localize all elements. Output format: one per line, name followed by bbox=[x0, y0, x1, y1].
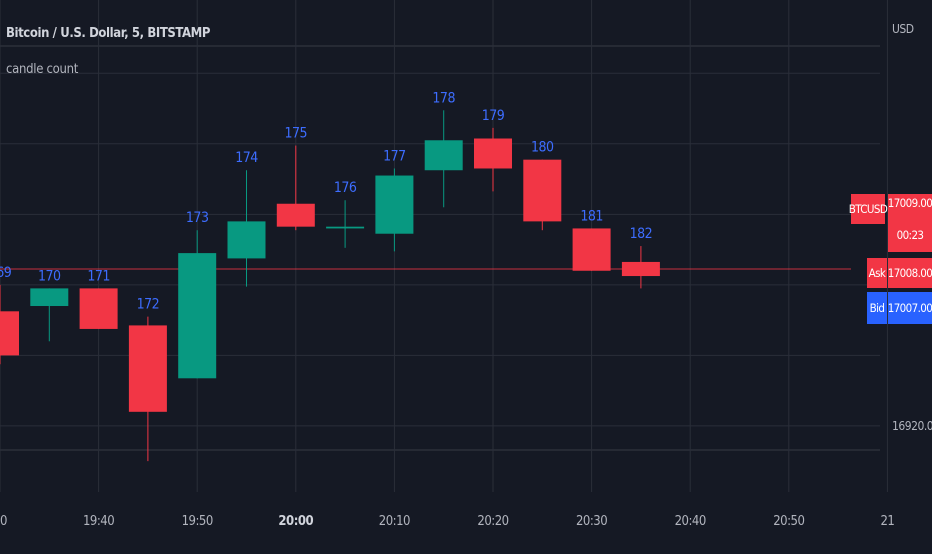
candles bbox=[0, 110, 660, 462]
candle-body bbox=[0, 311, 19, 356]
candle-count-label: 182 bbox=[630, 226, 653, 242]
time-axis-label: 20:10 bbox=[379, 514, 410, 529]
countdown-tag: 00:23 bbox=[888, 212, 932, 252]
candle-count-label: 177 bbox=[383, 148, 406, 164]
symbol-tag: BTCUSD bbox=[849, 194, 888, 224]
candle-count-label: 172 bbox=[137, 297, 160, 313]
ask-price-tag: 17008.00 bbox=[888, 258, 932, 288]
time-axis-label: 30 bbox=[0, 514, 7, 529]
bid-label-tag: Bid bbox=[867, 292, 887, 324]
time-axis-label: 20:40 bbox=[675, 514, 706, 529]
candle-body bbox=[79, 288, 118, 329]
candle-body bbox=[375, 175, 414, 234]
candle-body bbox=[128, 325, 167, 412]
candle-count-label: 174 bbox=[235, 150, 258, 166]
price-axis-currency[interactable]: USD bbox=[892, 22, 914, 36]
candle-count-labels: 169 170 171 172 173 174 175 176 177 178 179 180 181 1… bbox=[0, 90, 653, 313]
time-axis-label: 21 bbox=[880, 514, 894, 529]
candle-count-label: 178 bbox=[432, 90, 455, 106]
candle-count-label: 181 bbox=[580, 208, 603, 224]
candle-body bbox=[621, 261, 660, 277]
time-axis-label: 20:20 bbox=[477, 514, 508, 529]
candle-body bbox=[30, 288, 69, 307]
time-axis-label: 20:50 bbox=[773, 514, 804, 529]
time-axis-label: 19:50 bbox=[182, 514, 213, 529]
candle-count-label: 170 bbox=[38, 268, 61, 284]
indicator-label[interactable]: candle count bbox=[6, 62, 78, 77]
candle-body bbox=[424, 140, 463, 171]
candle-count-label: 175 bbox=[285, 126, 308, 142]
candle-count-label: 173 bbox=[186, 210, 209, 226]
legend-title[interactable]: Bitcoin / U.S. Dollar, 5, BITSTAMP bbox=[6, 26, 211, 41]
candle-count-label: 171 bbox=[87, 268, 110, 284]
bid-price-tag: 17007.00 bbox=[888, 292, 932, 324]
candle-body bbox=[474, 138, 512, 169]
grid bbox=[0, 0, 888, 492]
candle-body bbox=[178, 253, 217, 379]
candle-body bbox=[276, 203, 315, 227]
candle-body bbox=[572, 228, 611, 271]
candle-body bbox=[326, 226, 365, 229]
last-price-tag: 17009.00 bbox=[887, 194, 932, 212]
time-axis-label: 20:30 bbox=[576, 514, 607, 529]
candle-body bbox=[227, 221, 266, 259]
candle-count-label: 176 bbox=[334, 180, 357, 196]
price-axis-label: 16920.00 bbox=[892, 419, 932, 433]
ask-label-tag: Ask bbox=[867, 258, 887, 288]
candle-body bbox=[523, 159, 562, 222]
candle-count-label: 179 bbox=[482, 108, 505, 124]
time-axis-label: 19:40 bbox=[83, 514, 114, 529]
candle-count-label: 180 bbox=[531, 140, 554, 156]
time-axis-label: 20:00 bbox=[278, 514, 313, 529]
candle-count-label: 169 bbox=[0, 265, 12, 281]
